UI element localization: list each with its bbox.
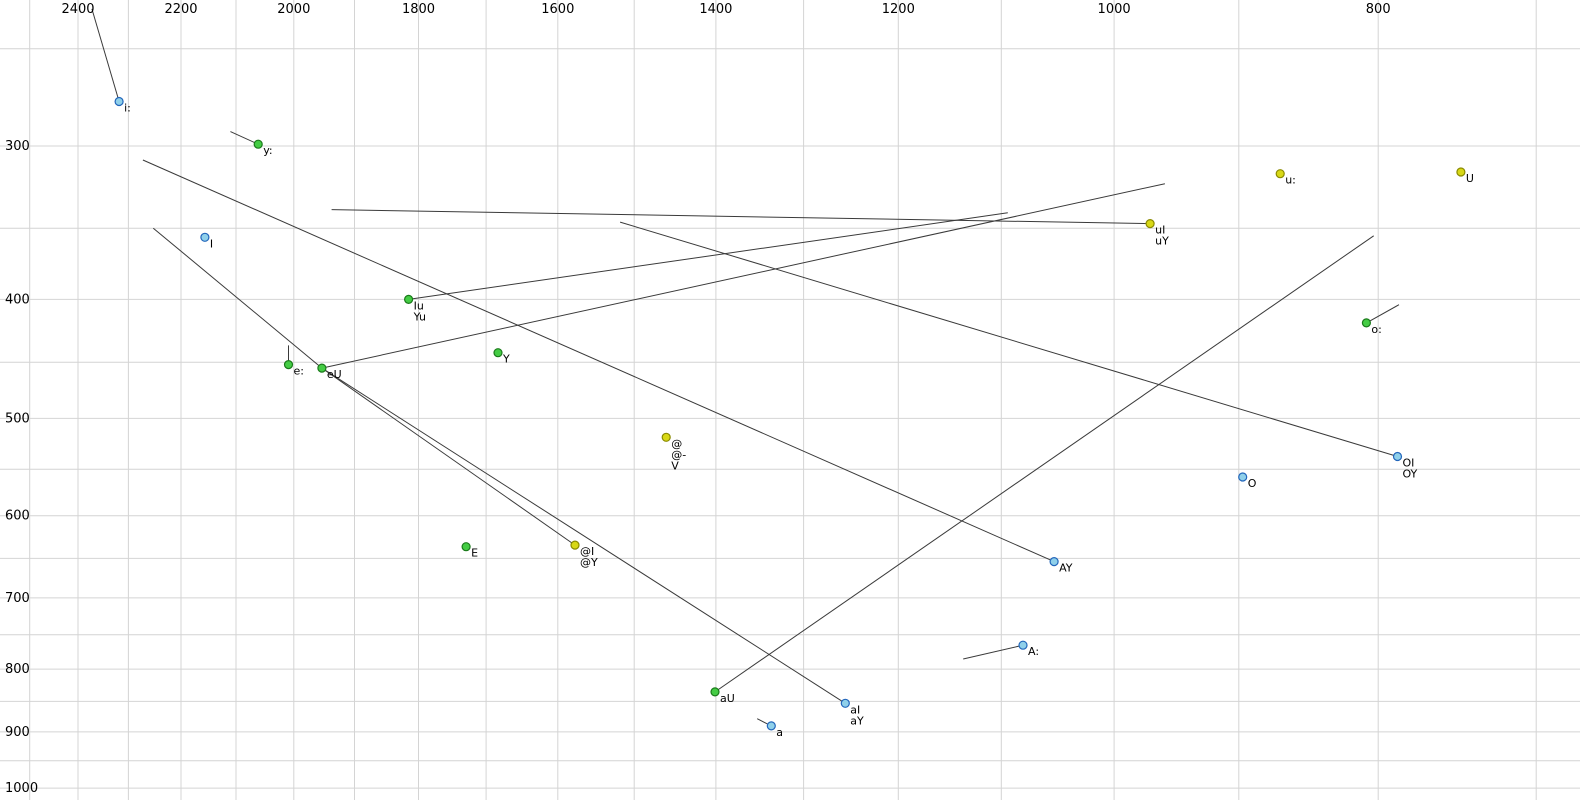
vowel-point-E[interactable]: [461, 542, 471, 552]
vowel-point-eU[interactable]: [317, 363, 327, 373]
vowel-point-U[interactable]: [1456, 167, 1466, 177]
points-layer: [114, 96, 1466, 731]
vowel-point-AY[interactable]: [1049, 556, 1059, 567]
x-tick-label: 1600: [541, 2, 574, 17]
x-tick-label: 800: [1366, 2, 1391, 17]
trajectory-uY-trajectory: [331, 209, 1151, 225]
vowel-label: u:: [1285, 174, 1296, 187]
vowel-label: aU: [720, 692, 735, 705]
vowel-point-aI[interactable]: [840, 698, 850, 708]
y-tick-label: 800: [5, 662, 30, 677]
vowel-point-u:[interactable]: [1275, 169, 1285, 179]
vowel-label: eU: [327, 368, 342, 381]
trajectory-eU-trajectory: [321, 183, 1166, 369]
vowel-label: OI: [1403, 457, 1415, 470]
vowel-label: OY: [1403, 468, 1418, 481]
vowel-label: aY: [850, 714, 864, 727]
vowel-point-uI[interactable]: [1145, 219, 1155, 229]
trajectory-aY-trajectory: [321, 367, 846, 704]
trajectory-eU-onglide: [152, 227, 323, 369]
vowel-point-y:[interactable]: [253, 139, 263, 149]
x-tick-label: 1000: [1098, 2, 1131, 17]
vowel-point-@[interactable]: [661, 432, 671, 442]
vowel-point-I[interactable]: [200, 232, 210, 242]
x-tick-label: 1800: [402, 2, 435, 17]
vowel-label: U: [1466, 172, 1474, 185]
vowel-point-Iu[interactable]: [404, 294, 414, 304]
trajectory-i:-onglide: [91, 8, 120, 102]
vowel-label: A:: [1028, 645, 1039, 658]
trajectory-Yu-trajectory: [408, 212, 1008, 300]
vowel-label: a: [776, 726, 783, 739]
x-tick-label: 1200: [882, 2, 915, 17]
x-tick-label: 2000: [277, 2, 310, 17]
trajectory-y:-onglide: [230, 131, 259, 145]
vowel-label: aI: [850, 703, 860, 716]
trajectory-A:-onglide: [963, 644, 1024, 660]
vowel-label: e:: [294, 365, 304, 378]
y-tick-label: 400: [5, 292, 30, 307]
trajectory-layer: [91, 8, 1400, 727]
vowel-label: Iu: [414, 299, 424, 312]
y-tick-label: 500: [5, 411, 30, 426]
y-tick-label: 600: [5, 509, 30, 524]
vowel-point-a[interactable]: [766, 721, 776, 731]
vowel-label: Y: [502, 353, 510, 366]
y-tick-label: 900: [5, 725, 30, 740]
trajectory-OY-trajectory: [619, 221, 1398, 457]
vowel-point-A:[interactable]: [1018, 640, 1028, 650]
trajectory-AY-trajectory: [142, 159, 1055, 563]
vowel-label: O: [1248, 477, 1257, 490]
vowel-label: y:: [263, 144, 272, 157]
vowel-point-o:[interactable]: [1361, 318, 1372, 328]
vowel-label: uY: [1155, 235, 1169, 248]
vowel-label: uI: [1155, 224, 1165, 237]
x-tick-label: 2400: [61, 2, 94, 17]
vowel-point-@I[interactable]: [570, 540, 580, 550]
vowel-label: @Y: [580, 556, 598, 569]
y-tick-label: 300: [5, 139, 30, 154]
vowel-label: @: [671, 437, 682, 450]
trajectory-@Y-trajectory: [321, 367, 576, 546]
labels-layer: 2400 2200 2000 1800 1600 1400 1200 1000 800 300 40…: [5, 2, 1474, 796]
vowel-label: Yu: [413, 310, 426, 323]
vowel-point-e:[interactable]: [283, 360, 294, 370]
vowel-label: E: [471, 547, 478, 560]
x-tick-label: 2200: [164, 2, 197, 17]
trajectory-aU-trajectory: [714, 235, 1374, 693]
y-tick-label: 700: [5, 591, 30, 606]
vowel-point-Y[interactable]: [493, 348, 503, 358]
vowel-point-OI[interactable]: [1392, 451, 1403, 462]
vowel-label: AY: [1059, 562, 1073, 575]
vowel-label: o:: [1371, 323, 1381, 336]
vowel-label: @-: [671, 448, 686, 461]
vowel-point-aU[interactable]: [710, 687, 720, 697]
vowel-label: i:: [124, 102, 131, 115]
vowel-label: @I: [580, 545, 594, 558]
vowel-point-i:[interactable]: [114, 96, 124, 107]
trajectory-o:-onglide: [1366, 304, 1400, 324]
x-tick-label: 1400: [699, 2, 732, 17]
vowel-point-O[interactable]: [1238, 472, 1248, 482]
vowel-label: I: [210, 237, 213, 250]
vowel-label: V: [671, 459, 679, 472]
y-tick-label: 1000: [5, 781, 38, 796]
